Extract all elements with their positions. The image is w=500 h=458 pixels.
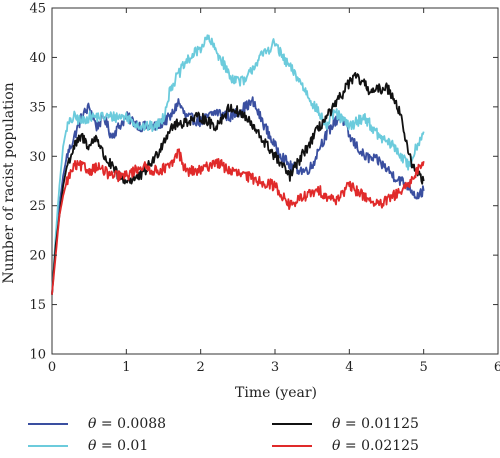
legend-item-2: θ = 0.01 [28, 438, 148, 454]
legend-item-4: θ = 0.02125 [272, 438, 419, 454]
series-line-1 [51, 96, 425, 295]
legend-item-3: θ = 0.01125 [272, 416, 419, 432]
x-tick-label: 6 [494, 360, 500, 375]
series-line-2 [51, 34, 425, 295]
x-tick-label: 1 [122, 360, 130, 375]
y-tick-label: 20 [29, 249, 46, 264]
x-axis-label: Time (year) [235, 385, 317, 401]
legend-label: θ = 0.0088 [88, 416, 166, 432]
legend-label: θ = 0.01125 [332, 416, 419, 432]
legend-label: θ = 0.01 [88, 438, 148, 454]
legend-item-1: θ = 0.0088 [28, 416, 166, 432]
y-tick-label: 35 [29, 100, 46, 115]
x-tick-label: 4 [345, 360, 353, 375]
y-tick-label: 25 [29, 199, 46, 214]
series-layer [51, 34, 425, 295]
legend-label: θ = 0.02125 [332, 438, 419, 454]
x-tick-label: 2 [197, 360, 205, 375]
y-tick-label: 15 [29, 298, 46, 313]
y-tick-label: 45 [29, 2, 46, 17]
series-line-3 [51, 72, 425, 295]
series-line-4 [51, 148, 425, 295]
y-tick-label: 10 [29, 348, 46, 363]
legend: θ = 0.0088 θ = 0.01 θ = 0.01125 θ = 0.02125 [28, 416, 419, 454]
x-tick-label: 0 [48, 360, 56, 375]
y-tick-label: 40 [29, 51, 46, 66]
x-tick-label: 3 [271, 360, 279, 375]
x-tick-label: 5 [420, 360, 428, 375]
y-axis-label: Number of racist population [1, 82, 17, 283]
y-tick-label: 30 [29, 150, 46, 165]
